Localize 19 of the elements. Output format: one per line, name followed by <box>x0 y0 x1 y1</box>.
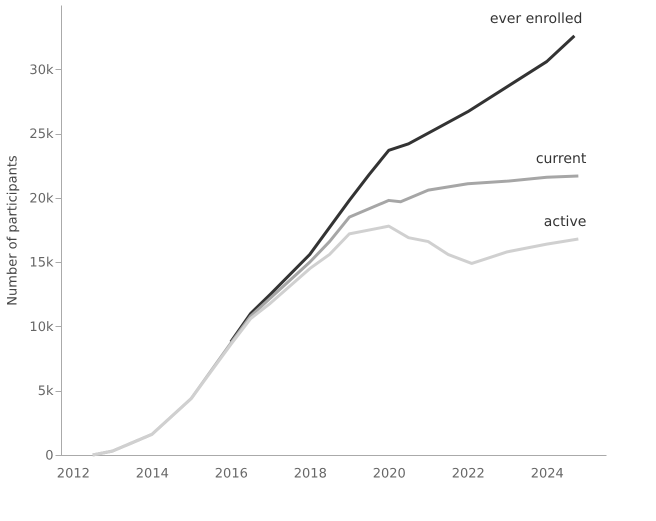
line-series <box>91 224 580 456</box>
x-tick-label: 2022 <box>452 466 485 482</box>
series-label: ever enrolled <box>490 10 582 27</box>
x-tick-label: 2018 <box>294 466 327 482</box>
series-label: active <box>544 214 586 230</box>
x-tick-label: 2014 <box>136 466 169 482</box>
x-tick-label: 2024 <box>530 466 564 482</box>
y-tick-label: 0 <box>45 448 54 464</box>
y-tick-label: 20k <box>29 191 54 206</box>
y-tick-label: 10k <box>29 320 54 335</box>
y-tick-label: 30k <box>29 62 54 78</box>
series-label: current <box>536 151 587 167</box>
x-tick-label: 2016 <box>214 466 248 482</box>
x-tick-label: 2012 <box>56 466 90 482</box>
y-tick-label: 25k <box>29 127 54 142</box>
y-tick-label: 15k <box>29 256 54 271</box>
y-tick-label: 5k <box>38 384 54 400</box>
y-axis-title: Number of participants <box>5 155 20 306</box>
x-tick-label: 2020 <box>372 466 406 482</box>
